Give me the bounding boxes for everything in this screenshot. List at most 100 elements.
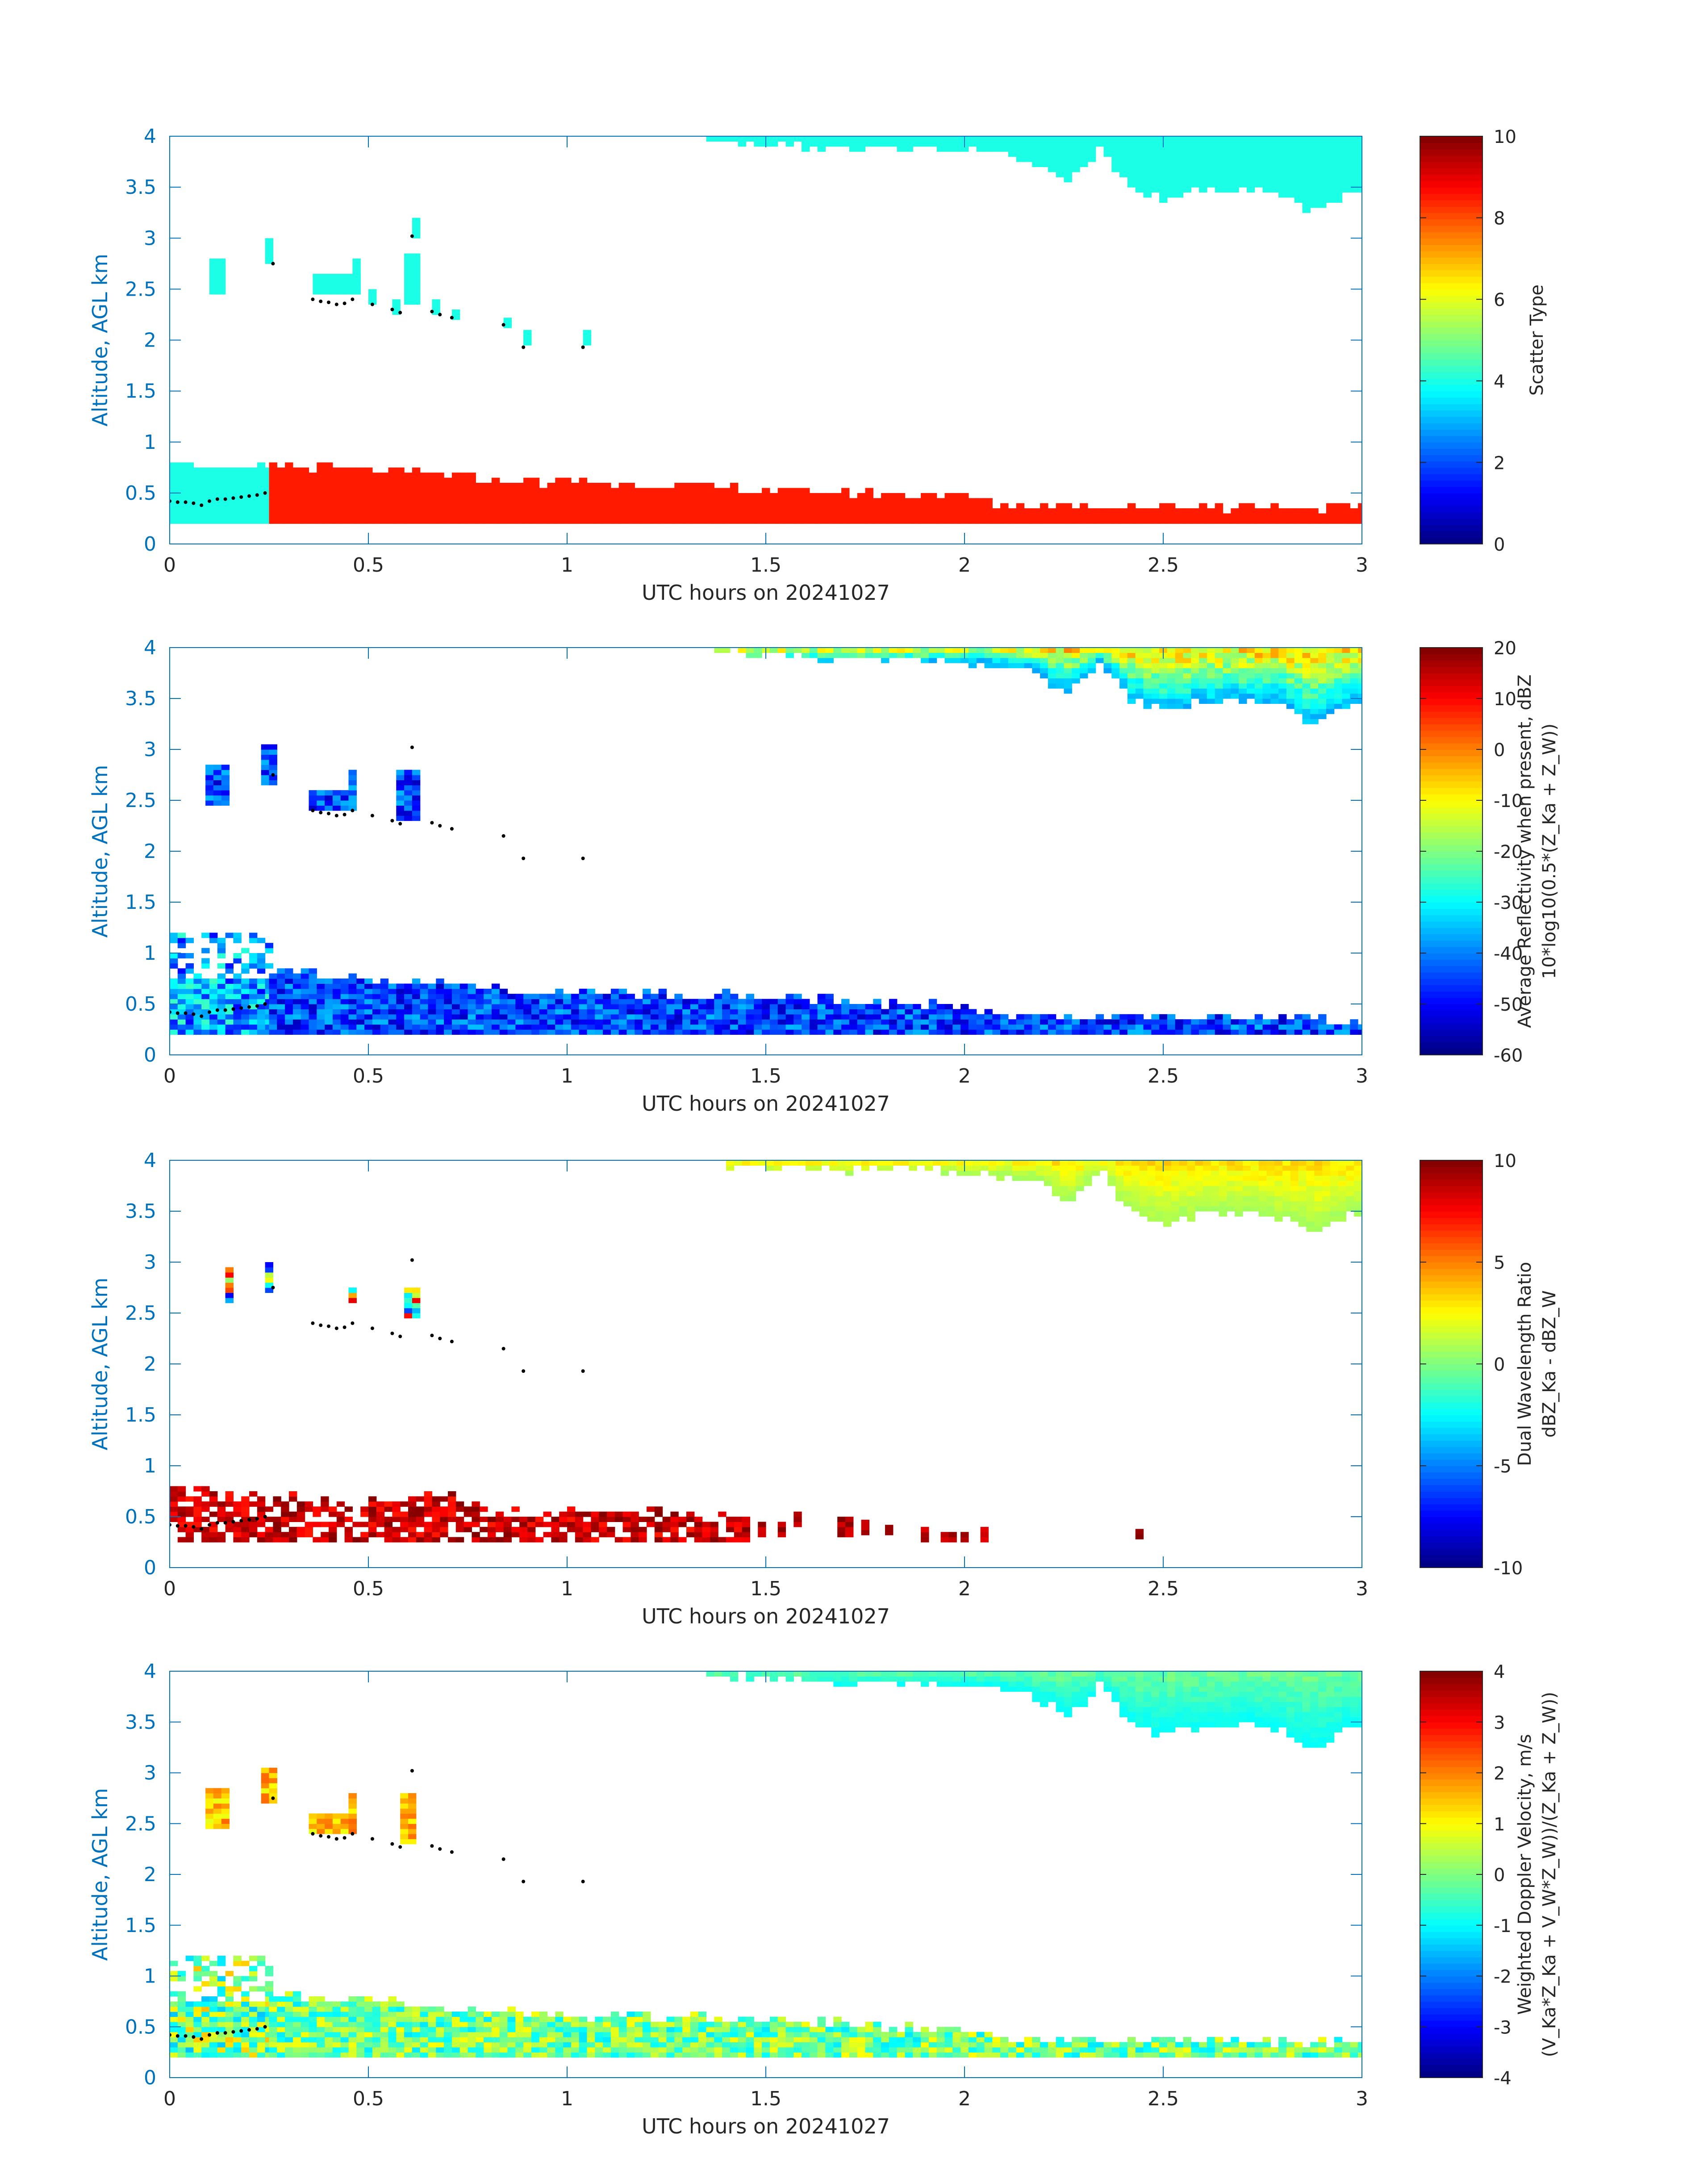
- cloud-top-cell: [1179, 1201, 1187, 1206]
- cloud-top-cell: [1227, 1186, 1235, 1191]
- cloud-top-cell: [810, 136, 818, 142]
- low-rain-cell: [770, 1009, 778, 1014]
- low-cloud-cell: [186, 963, 194, 969]
- low-rain-cell: [408, 1501, 416, 1507]
- cloud-top-cell: [905, 131, 913, 137]
- cloud-top-cell: [1128, 141, 1136, 146]
- cloud-top-cell: [988, 1160, 996, 1166]
- cloud-top-cell: [1247, 694, 1255, 699]
- low-rain-cell: [921, 498, 929, 503]
- cloud-top-cell: [1318, 678, 1326, 683]
- low-rain-cell: [969, 503, 977, 509]
- patch-cell: [226, 1267, 234, 1272]
- low-rain-cell: [468, 1004, 476, 1009]
- cloud-top-cell: [1266, 1160, 1274, 1166]
- cloud-top-cell: [1342, 141, 1350, 146]
- cloud-top-cell: [1243, 1175, 1251, 1181]
- colorbar-step: [1420, 487, 1482, 494]
- cloud-top-cell: [1263, 172, 1271, 177]
- low-rain-cell: [444, 1025, 452, 1030]
- low-rain-cell: [826, 1014, 834, 1020]
- low-rain-cell: [1239, 503, 1247, 509]
- cloud-top-cell: [1243, 1165, 1251, 1171]
- low-rain-cell: [841, 1009, 849, 1014]
- low-rain-cell: [1326, 503, 1334, 509]
- cloud-top-cell: [1128, 172, 1136, 177]
- cloud-top-cell: [1203, 1181, 1211, 1186]
- cloud-top-cell: [1068, 1155, 1076, 1161]
- low-rain-cell: [992, 1019, 1000, 1025]
- low-rain-cell: [579, 1009, 587, 1014]
- low-rain-cell: [619, 994, 627, 999]
- patch-cell: [321, 284, 329, 289]
- cloud-top-cell: [1128, 658, 1136, 663]
- low-rain-cell: [1223, 519, 1231, 524]
- low-rain-cell: [269, 1004, 277, 1009]
- low-rain-cell: [627, 519, 635, 524]
- low-rain-cell: [810, 1014, 818, 1020]
- low-rain-cell: [436, 498, 444, 503]
- cloud-top-cell: [1163, 1171, 1171, 1176]
- low-rain-cell: [865, 508, 873, 514]
- cloud-top-cell: [1263, 177, 1271, 182]
- low-rain-cell: [690, 1019, 698, 1025]
- low-rain-cell: [786, 1004, 794, 1009]
- cloud-top-cell: [802, 652, 810, 658]
- cloud-top-cell: [1243, 1186, 1251, 1191]
- low-rain-cell: [977, 498, 985, 503]
- low-rain-cell: [659, 1019, 667, 1025]
- low-cloud-cell: [249, 1025, 257, 1030]
- low-rain-cell: [317, 994, 325, 999]
- cloud-top-cell: [1211, 1186, 1219, 1191]
- low-rain-cell: [356, 983, 364, 989]
- low-rain-cell: [444, 519, 452, 524]
- low-rain-cell: [818, 999, 826, 1004]
- low-cloud-cell: [217, 473, 226, 478]
- low-rain-cell: [945, 519, 953, 524]
- low-rain-cell: [345, 1527, 353, 1532]
- low-rain-cell: [929, 1009, 937, 1014]
- low-rain-cell: [734, 1532, 742, 1537]
- low-cloud-cell: [193, 488, 201, 494]
- cloud-top-cell: [1132, 1206, 1140, 1212]
- low-rain-cell: [611, 519, 619, 524]
- cloud-top-cell: [1119, 157, 1128, 162]
- low-rain-cell: [563, 483, 571, 488]
- cloud-base-marker: [335, 814, 338, 817]
- cloud-top-cell: [1016, 136, 1024, 142]
- low-cloud-cell: [170, 1014, 178, 1020]
- cloud-top-cell: [1132, 1171, 1140, 1176]
- low-cloud-cell: [209, 989, 217, 994]
- cloud-top-cell: [1144, 151, 1152, 157]
- cloud-top-cell: [1219, 1165, 1227, 1171]
- colorbar-step: [1420, 972, 1482, 979]
- cloud-top-cell: [1350, 658, 1358, 663]
- low-cloud-cell: [217, 508, 226, 514]
- low-rain-cell: [579, 498, 587, 503]
- cloud-top-cell: [1163, 1186, 1171, 1191]
- cloud-top-cell: [1147, 1171, 1155, 1176]
- low-rain-cell: [325, 503, 333, 509]
- cloud-top-cell: [1016, 157, 1024, 162]
- low-rain-cell: [1056, 1019, 1064, 1025]
- low-rain-cell: [1231, 508, 1239, 514]
- low-rain-cell: [591, 1522, 599, 1527]
- cloud-top-cell: [1028, 1165, 1036, 1171]
- cloud-top-cell: [969, 136, 977, 142]
- low-rain-cell: [476, 498, 484, 503]
- cloud-top-cell: [1251, 1165, 1259, 1171]
- low-cloud-cell: [241, 498, 249, 503]
- cloud-top-cell: [1175, 678, 1183, 683]
- low-rain-cell: [420, 503, 428, 509]
- cloud-top-cell: [1119, 658, 1128, 663]
- cloud-top-cell: [1235, 1186, 1243, 1191]
- colorbar-step: [1420, 947, 1482, 954]
- cloud-top-cell: [841, 648, 849, 653]
- cloud-top-cell: [1274, 1201, 1282, 1206]
- colorbar-step: [1420, 314, 1482, 321]
- low-rain-cell: [786, 503, 794, 509]
- patch-cell: [837, 1532, 845, 1537]
- low-rain-cell: [412, 483, 420, 488]
- low-rain-cell: [1239, 508, 1247, 514]
- low-rain-cell: [293, 974, 301, 979]
